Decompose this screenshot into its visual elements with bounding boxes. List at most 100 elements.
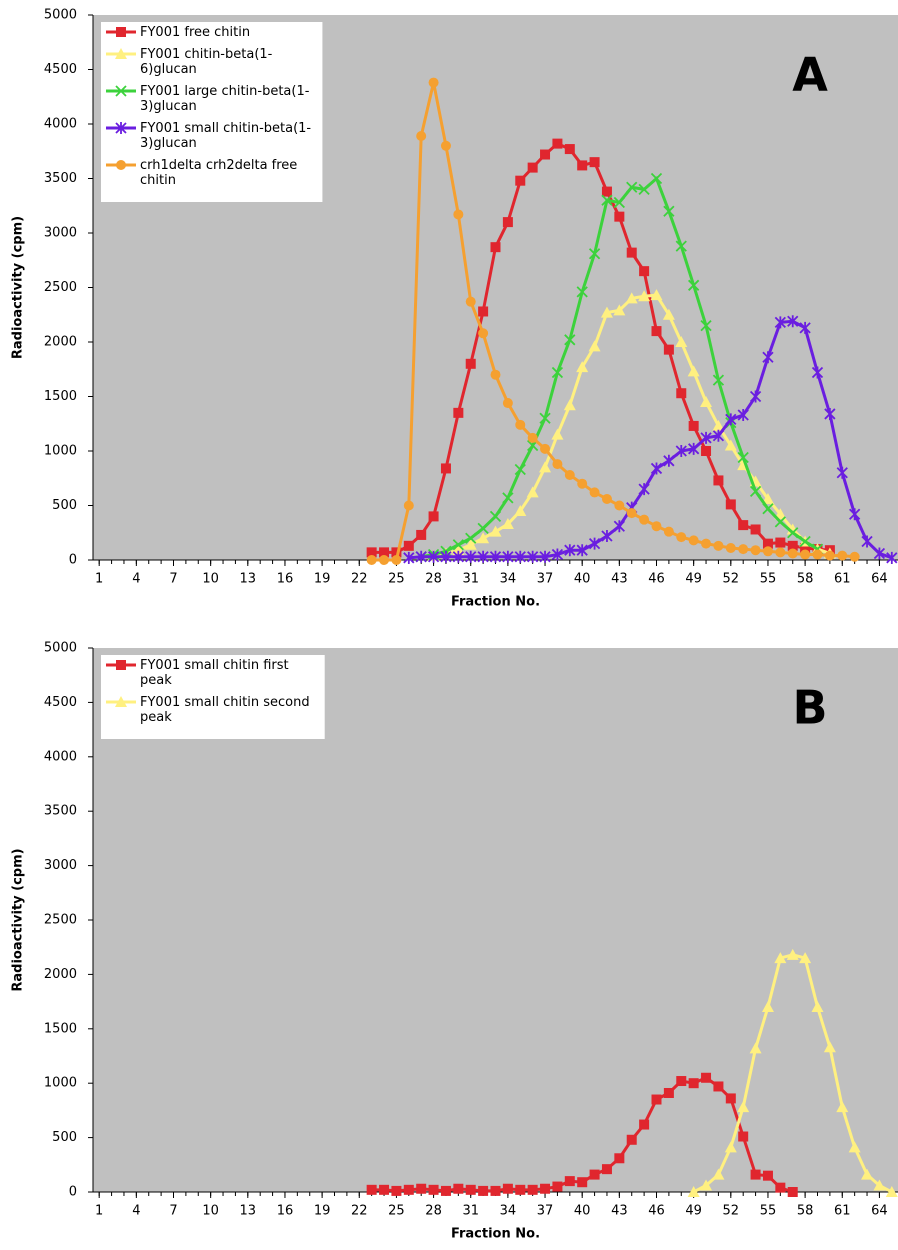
x-tick-label: 64	[871, 572, 888, 587]
marker	[514, 463, 526, 476]
marker	[391, 555, 402, 565]
marker	[663, 1087, 674, 1098]
y-tick-label: 500	[52, 1130, 77, 1145]
marker	[761, 492, 774, 504]
marker	[489, 510, 502, 523]
marker	[700, 395, 713, 407]
marker	[712, 374, 725, 386]
marker	[638, 183, 650, 196]
marker	[614, 500, 625, 511]
marker	[749, 485, 762, 497]
x-tick-label: 49	[685, 572, 702, 587]
y-tick-label: 1500	[44, 1021, 77, 1036]
marker	[379, 547, 390, 558]
marker	[465, 296, 476, 307]
marker	[700, 320, 712, 332]
marker	[577, 478, 588, 489]
marker	[861, 535, 873, 548]
x-tick-label: 1	[95, 1204, 103, 1219]
marker	[465, 532, 477, 544]
marker	[613, 304, 626, 316]
marker	[552, 1181, 563, 1192]
y-tick-label: 3000	[44, 226, 77, 241]
legend-label-line: chitin	[140, 173, 176, 188]
marker	[403, 1184, 414, 1195]
marker	[527, 432, 538, 443]
marker	[366, 1184, 377, 1195]
x-tick-label: 49	[685, 1204, 702, 1219]
legend-label-line: FY001 free chitin	[140, 25, 250, 40]
marker	[837, 550, 848, 561]
y-tick-label: 5000	[44, 641, 77, 656]
marker	[465, 358, 476, 369]
marker	[639, 514, 650, 525]
marker	[502, 492, 514, 504]
marker	[588, 340, 601, 352]
marker	[576, 544, 588, 557]
marker	[453, 1183, 464, 1194]
marker	[613, 196, 625, 209]
marker	[601, 530, 613, 543]
marker	[589, 1169, 600, 1180]
y-tick-label: 3000	[44, 858, 77, 873]
marker	[700, 431, 712, 444]
marker	[713, 540, 724, 551]
y-tick-label: 3500	[44, 804, 77, 819]
marker	[539, 550, 551, 563]
marker	[712, 1168, 725, 1180]
marker	[713, 475, 724, 486]
x-tick-label: 43	[611, 1204, 628, 1219]
marker	[563, 399, 576, 411]
marker	[886, 551, 898, 564]
marker	[403, 500, 414, 511]
series-line	[408, 319, 893, 560]
marker	[366, 555, 377, 565]
y-tick-label: 2500	[44, 280, 77, 295]
legend-label: FY001 small chitin second peak	[140, 695, 314, 725]
marker	[576, 286, 588, 298]
marker	[490, 242, 501, 253]
marker	[626, 508, 637, 519]
marker	[638, 290, 651, 302]
x-tick-label: 13	[240, 572, 257, 587]
x-tick-label: 37	[537, 572, 554, 587]
marker	[799, 952, 812, 964]
marker	[676, 1076, 687, 1087]
x-tick-label: 22	[351, 572, 368, 587]
x-axis-title: Fraction No.	[451, 595, 540, 610]
marker	[725, 413, 737, 426]
marker	[453, 209, 464, 220]
marker	[762, 503, 774, 515]
marker	[452, 550, 464, 563]
marker	[800, 549, 811, 560]
marker	[738, 1131, 749, 1142]
marker	[464, 538, 477, 550]
marker	[589, 157, 600, 168]
marker	[737, 1101, 750, 1113]
marker	[601, 186, 612, 197]
marker	[552, 138, 563, 149]
marker	[540, 149, 551, 160]
marker	[600, 306, 613, 318]
marker	[576, 361, 589, 373]
marker	[452, 539, 464, 551]
marker	[564, 544, 576, 557]
marker	[663, 454, 675, 467]
x-tick-label: 31	[462, 572, 479, 587]
marker	[588, 537, 601, 550]
marker	[552, 459, 563, 470]
marker	[713, 1081, 724, 1092]
marker	[701, 446, 712, 456]
legend-label-line: FY001 large chitin-beta(1-	[140, 84, 310, 99]
marker	[724, 1141, 737, 1153]
marker	[626, 181, 638, 193]
x-axis-title: Fraction No.	[451, 1227, 540, 1242]
x-tick-label: 10	[202, 1204, 219, 1219]
marker	[787, 548, 798, 559]
marker	[650, 172, 663, 185]
marker	[861, 1168, 874, 1180]
marker	[428, 1184, 439, 1195]
marker	[738, 544, 749, 555]
legend-label-line: peak	[140, 673, 172, 688]
